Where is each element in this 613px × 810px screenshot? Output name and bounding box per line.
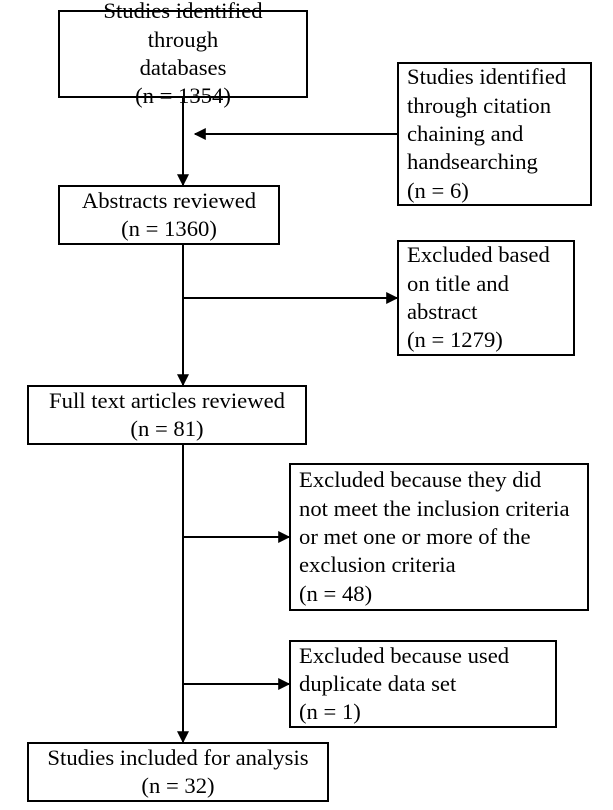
node-line: Full text articles reviewed — [49, 387, 285, 415]
node-line: (n = 81) — [130, 415, 203, 443]
node-line: Abstracts reviewed — [82, 187, 256, 215]
node-line: Studies identified — [407, 63, 566, 91]
node-line: through citation — [407, 92, 551, 120]
node-line: Studies included for analysis — [47, 744, 308, 772]
node-abstracts: Abstracts reviewed (n = 1360) — [58, 185, 280, 245]
node-line: handsearching — [407, 148, 538, 176]
node-line: on title and — [407, 270, 509, 298]
node-excluded-criteria: Excluded because they did not meet the i… — [289, 463, 589, 611]
node-citation-chaining: Studies identified through citation chai… — [397, 62, 592, 206]
node-excluded-duplicate: Excluded because used duplicate data set… — [289, 640, 557, 728]
node-line: duplicate data set — [299, 670, 456, 698]
node-fulltext: Full text articles reviewed (n = 81) — [27, 385, 307, 445]
node-line: Excluded based — [407, 241, 550, 269]
node-line: or met one or more of the — [299, 523, 531, 551]
node-line: not meet the inclusion criteria — [299, 495, 570, 523]
node-included: Studies included for analysis (n = 32) — [27, 742, 329, 802]
node-line: exclusion criteria — [299, 551, 456, 579]
node-line: abstract — [407, 298, 477, 326]
node-line: Excluded because they did — [299, 466, 541, 494]
node-line: (n = 1) — [299, 698, 361, 726]
node-line: Excluded because used — [299, 642, 509, 670]
node-line: databases — [140, 54, 227, 82]
node-line: (n = 48) — [299, 580, 372, 608]
node-line: (n = 6) — [407, 177, 469, 205]
node-line: (n = 1360) — [121, 215, 217, 243]
node-excluded-title-abstract: Excluded based on title and abstract (n … — [397, 240, 575, 356]
node-line: (n = 32) — [141, 772, 214, 800]
node-line: chaining and — [407, 120, 523, 148]
node-databases: Studies identified through databases (n … — [58, 10, 308, 98]
node-line: Studies identified through — [68, 0, 298, 54]
node-line: (n = 1354) — [135, 82, 231, 110]
node-line: (n = 1279) — [407, 326, 503, 354]
